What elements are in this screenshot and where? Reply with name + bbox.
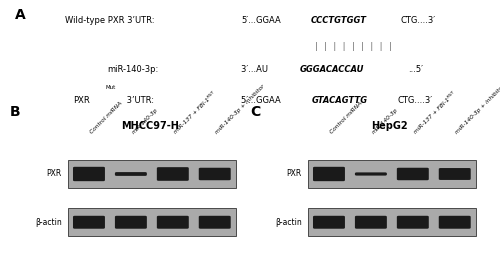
Text: Control miRNA: Control miRNA — [329, 101, 363, 135]
Text: | | | | | | | | |: | | | | | | | | | — [314, 41, 393, 51]
FancyBboxPatch shape — [68, 160, 235, 188]
FancyBboxPatch shape — [68, 208, 235, 236]
Text: GGGACACCAU: GGGACACCAU — [300, 65, 364, 74]
FancyBboxPatch shape — [115, 172, 147, 176]
Text: miR-140-3p: miR-140-3p — [131, 107, 159, 135]
Text: C: C — [250, 105, 260, 119]
Text: 3′...AU: 3′...AU — [242, 65, 271, 74]
Text: β-actin: β-actin — [35, 218, 62, 227]
FancyBboxPatch shape — [308, 208, 476, 236]
FancyBboxPatch shape — [199, 216, 230, 229]
Text: PXR: PXR — [46, 169, 62, 179]
Text: CTG....3′: CTG....3′ — [401, 16, 436, 25]
Text: Control miRNA: Control miRNA — [89, 101, 123, 135]
Text: miR-140-3p + inhibitor: miR-140-3p + inhibitor — [214, 83, 266, 135]
Text: PXR: PXR — [74, 96, 90, 105]
FancyBboxPatch shape — [73, 167, 105, 181]
FancyBboxPatch shape — [397, 168, 429, 180]
Text: miR-137 + FBI-1ᴹᵁᵀ: miR-137 + FBI-1ᴹᵁᵀ — [413, 91, 457, 135]
FancyBboxPatch shape — [355, 172, 387, 176]
Text: β-actin: β-actin — [275, 218, 301, 227]
FancyBboxPatch shape — [439, 216, 470, 229]
Text: miR-137 + FBI-1ᴹᵁᵀ: miR-137 + FBI-1ᴹᵁᵀ — [173, 91, 216, 135]
Text: MHCC97-H: MHCC97-H — [121, 121, 178, 131]
FancyBboxPatch shape — [308, 160, 476, 188]
FancyBboxPatch shape — [397, 216, 429, 229]
Text: miR-140-3p:: miR-140-3p: — [108, 65, 159, 74]
Text: miR-140-3p: miR-140-3p — [371, 107, 399, 135]
FancyBboxPatch shape — [313, 216, 345, 229]
FancyBboxPatch shape — [157, 167, 189, 181]
Text: 5′...GGAA: 5′...GGAA — [242, 16, 281, 25]
Text: HepG2: HepG2 — [372, 121, 408, 131]
FancyBboxPatch shape — [157, 216, 189, 229]
Text: GTACAGTTG: GTACAGTTG — [312, 96, 368, 105]
FancyBboxPatch shape — [439, 168, 470, 180]
Text: 3’UTR:: 3’UTR: — [124, 96, 154, 105]
Text: PXR: PXR — [286, 169, 302, 179]
FancyBboxPatch shape — [313, 167, 345, 181]
Text: CCCTGTGGT: CCCTGTGGT — [310, 16, 366, 25]
FancyBboxPatch shape — [73, 216, 105, 229]
Text: A: A — [15, 8, 26, 22]
FancyBboxPatch shape — [199, 168, 230, 180]
Text: B: B — [10, 105, 20, 119]
Text: miR-140-3p + inhibitor: miR-140-3p + inhibitor — [454, 83, 500, 135]
Text: Mut: Mut — [106, 85, 116, 90]
Text: 5′...GGAA: 5′...GGAA — [242, 96, 284, 105]
Text: Wild-type PXR 3’UTR:: Wild-type PXR 3’UTR: — [65, 16, 154, 25]
Text: CTG....3′: CTG....3′ — [398, 96, 433, 105]
Text: ...5′: ...5′ — [408, 65, 424, 74]
FancyBboxPatch shape — [115, 216, 147, 229]
FancyBboxPatch shape — [355, 216, 387, 229]
